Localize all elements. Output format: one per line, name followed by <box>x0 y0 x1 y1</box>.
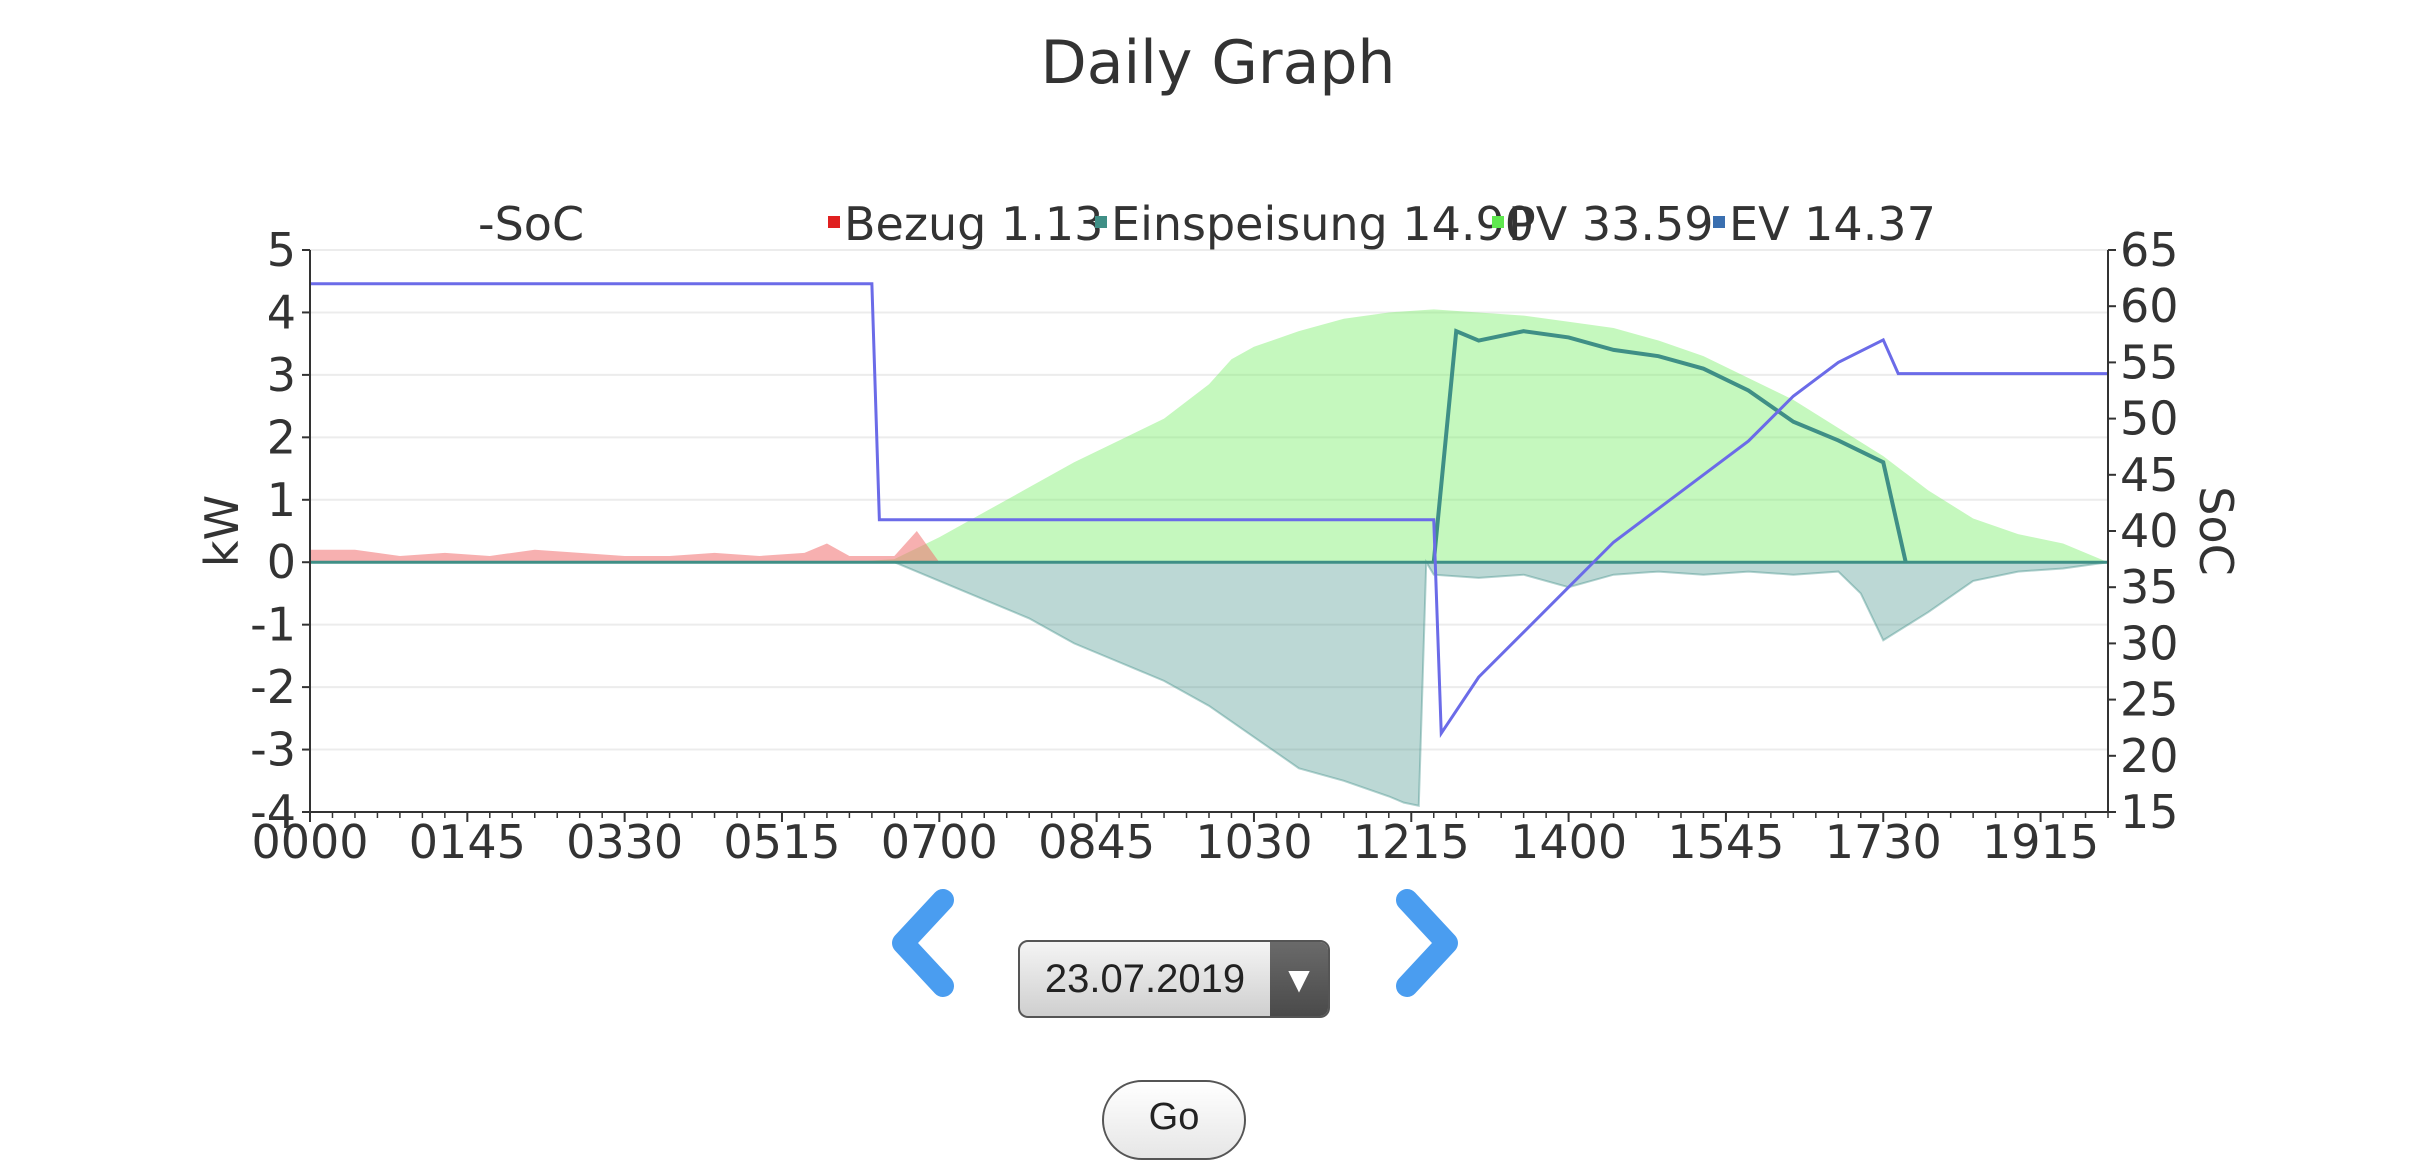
soc-line <box>310 282 2108 739</box>
y2-tick-label: 30 <box>2120 616 2179 670</box>
legend-label-pv: PV 33.59 <box>1508 197 1714 251</box>
y2-tick-label: 35 <box>2120 560 2179 614</box>
y2-tick-label: 55 <box>2120 335 2179 389</box>
next-day-button[interactable] <box>1385 888 1465 998</box>
x-tick-label: 0700 <box>881 815 998 869</box>
legend-label-ev: EV 14.37 <box>1729 197 1936 251</box>
y2-tick-label: 60 <box>2120 279 2179 333</box>
x-tick-label: 1730 <box>1825 815 1942 869</box>
y2-axis-title: SoC <box>2189 486 2243 575</box>
einspeisung-area <box>894 562 2108 806</box>
daily-chart: -4-3-2-101234515202530354045505560650000… <box>195 197 2243 869</box>
y2-tick-label: 65 <box>2120 223 2179 277</box>
y-tick-label: -3 <box>250 723 296 777</box>
legend-label-soc: -SoC <box>478 197 584 251</box>
legend-swatch-einspeisung <box>1095 216 1107 228</box>
page-title: Daily Graph <box>1040 28 1396 98</box>
y-tick-label: -4 <box>250 785 296 839</box>
y-tick-label: 0 <box>267 535 296 589</box>
y2-tick-label: 20 <box>2120 729 2179 783</box>
y2-tick-label: 45 <box>2120 448 2179 502</box>
y-axis-title: kW <box>195 495 249 567</box>
y2-tick-label: 40 <box>2120 504 2179 558</box>
ev-line <box>1431 328 1908 563</box>
y-tick-label: 3 <box>267 348 296 402</box>
date-value: 23.07.2019 <box>1044 956 1246 1001</box>
y-tick-label: 4 <box>267 285 296 339</box>
x-tick-label: 0330 <box>566 815 683 869</box>
triangle-down-icon: ▼ <box>1270 942 1328 1016</box>
x-tick-label: 1400 <box>1510 815 1627 869</box>
axes: -4-3-2-101234515202530354045505560650000… <box>195 223 2243 869</box>
pv-area <box>849 309 2108 563</box>
y-tick-label: 5 <box>267 223 296 277</box>
series-layer <box>310 282 2109 807</box>
x-tick-label: 0145 <box>409 815 526 869</box>
legend-label-einspeisung: Einspeisung 14.90 <box>1111 197 1534 251</box>
legend-swatch-pv <box>1492 216 1504 228</box>
go-button[interactable]: Go <box>1102 1080 1246 1160</box>
y2-tick-label: 50 <box>2120 392 2179 446</box>
x-tick-label: 1030 <box>1195 815 1312 869</box>
y-tick-label: -2 <box>250 660 296 714</box>
legend-swatch-bezug <box>828 216 840 228</box>
x-tick-label: 0515 <box>723 815 840 869</box>
legend-label-bezug: Bezug 1.13 <box>844 197 1103 251</box>
x-tick-label: 1915 <box>1982 815 2099 869</box>
y-tick-label: 2 <box>267 410 296 464</box>
legend-swatch-ev <box>1713 216 1725 228</box>
bezug-area <box>310 531 940 563</box>
x-tick-label: 1545 <box>1667 815 1784 869</box>
y-tick-label: 1 <box>267 473 296 527</box>
grid-lines <box>310 249 2108 813</box>
y-tick-label: -1 <box>250 598 296 652</box>
y2-tick-label: 15 <box>2120 785 2179 839</box>
chevron-left-icon <box>892 889 954 997</box>
date-select[interactable]: 23.07.2019 ▼ <box>1018 940 1330 1018</box>
chevron-right-icon <box>1396 889 1458 997</box>
x-tick-label: 0845 <box>1038 815 1155 869</box>
einspeisung-line <box>893 558 2109 807</box>
x-tick-label: 1215 <box>1353 815 1470 869</box>
y2-tick-label: 25 <box>2120 673 2179 727</box>
x-tick-label: 0000 <box>251 815 368 869</box>
previous-day-button[interactable] <box>885 888 965 998</box>
